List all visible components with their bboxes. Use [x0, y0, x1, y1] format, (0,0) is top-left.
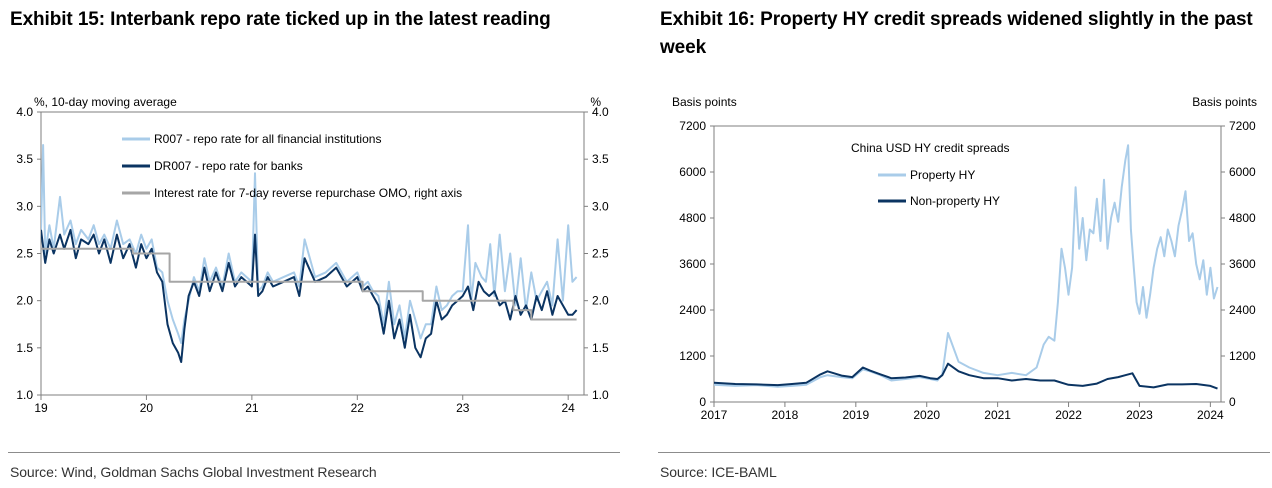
x-tick-label: 23 — [456, 401, 470, 415]
legend-label: Property HY — [910, 168, 975, 182]
y-tick-label-right: 3600 — [1229, 257, 1256, 271]
y-tick-label-left: 2400 — [679, 303, 706, 317]
exhibit-15-panel: Exhibit 15: Interbank repo rate ticked u… — [0, 0, 620, 488]
y-tick-label-left: 6000 — [679, 165, 706, 179]
y-axis-label-left: Basis points — [672, 95, 737, 109]
y-axis-label-right: Basis points — [1192, 95, 1257, 109]
y-tick-label-right: 1.0 — [592, 388, 609, 402]
x-tick-label: 19 — [34, 401, 48, 415]
y-tick-label-left: 0 — [699, 395, 706, 409]
y-tick-label-left: 1.0 — [16, 388, 33, 402]
y-tick-label-left: 4.0 — [16, 105, 33, 119]
x-tick-label: 2023 — [1126, 408, 1153, 422]
y-tick-label-right: 4800 — [1229, 211, 1256, 225]
y-tick-label-right: 6000 — [1229, 165, 1256, 179]
exhibit-15-divider — [8, 452, 620, 453]
x-tick-label: 2020 — [913, 408, 940, 422]
exhibit-16-title: Exhibit 16: Property HY credit spreads w… — [660, 9, 1253, 58]
x-tick-label: 22 — [351, 401, 365, 415]
series-line-2 — [41, 228, 578, 363]
exhibit-15-chart: 4.0 4.03.5 3.53.0 3.02.5 2.52.0 2.01.5 1.51.0 1… — [16, 95, 609, 415]
chart-subtitle: China USD HY credit spreads — [851, 141, 1010, 155]
y-tick-label-right: 1200 — [1229, 349, 1256, 363]
y-tick-label-left: 3600 — [679, 257, 706, 271]
exhibit-16-panel: Exhibit 16: Property HY credit spreads w… — [656, 0, 1272, 488]
y-tick-label-left: 1.5 — [16, 341, 33, 355]
y-tick-label-left: 3.0 — [16, 199, 33, 213]
y-tick-label-left: 4800 — [679, 211, 706, 225]
y-tick-label-right: 1.5 — [592, 341, 609, 355]
x-tick-label: 2017 — [701, 408, 728, 422]
exhibit-16-source: Source: ICE-BAML — [660, 464, 777, 480]
x-tick-label: 24 — [562, 401, 576, 415]
y-axis-label-left: %, 10-day moving average — [34, 95, 177, 109]
y-tick-label-right: 2400 — [1229, 303, 1256, 317]
x-tick-label: 20 — [140, 401, 154, 415]
x-tick-label: 2022 — [1055, 408, 1082, 422]
exhibit-15-title: Exhibit 15: Interbank repo rate ticked u… — [10, 9, 551, 30]
series-line-1 — [714, 144, 1219, 388]
y-tick-label-right: 4.0 — [592, 105, 609, 119]
y-tick-label-left: 7200 — [679, 119, 706, 133]
x-tick-label: 21 — [245, 401, 259, 415]
y-tick-label-right: 2.0 — [592, 294, 609, 308]
y-tick-label-right: 3.0 — [592, 199, 609, 213]
series-line-1 — [41, 144, 578, 345]
x-tick-label: 2018 — [772, 408, 799, 422]
y-tick-label-right: 0 — [1229, 395, 1236, 409]
x-tick-label: 2021 — [984, 408, 1011, 422]
y-tick-label-left: 1200 — [679, 349, 706, 363]
exhibit-15-source: Source: Wind, Goldman Sachs Global Inves… — [10, 464, 377, 480]
x-tick-label: 2019 — [842, 408, 869, 422]
exhibit-16-chart: 7200 7200 6000 6000 4800 4800 3600 3600 2400 2400… — [672, 95, 1257, 422]
legend-label: R007 - repo rate for all financial insti… — [154, 132, 381, 146]
y-tick-label-right: 7200 — [1229, 119, 1256, 133]
series-line-2 — [714, 362, 1218, 390]
y-tick-label-right: 2.5 — [592, 247, 609, 261]
y-axis-label-right: % — [590, 95, 601, 109]
legend-label: Interest rate for 7-day reverse repurcha… — [154, 186, 462, 200]
exhibit-16-divider — [658, 452, 1270, 453]
y-tick-label-left: 3.5 — [16, 152, 33, 166]
y-tick-label-left: 2.5 — [16, 247, 33, 261]
series-line-3 — [41, 247, 577, 321]
y-tick-label-left: 2.0 — [16, 294, 33, 308]
y-tick-label-right: 3.5 — [592, 152, 609, 166]
legend-label: Non-property HY — [910, 194, 1000, 208]
x-tick-label: 2024 — [1197, 408, 1224, 422]
legend-label: DR007 - repo rate for banks — [154, 159, 303, 173]
